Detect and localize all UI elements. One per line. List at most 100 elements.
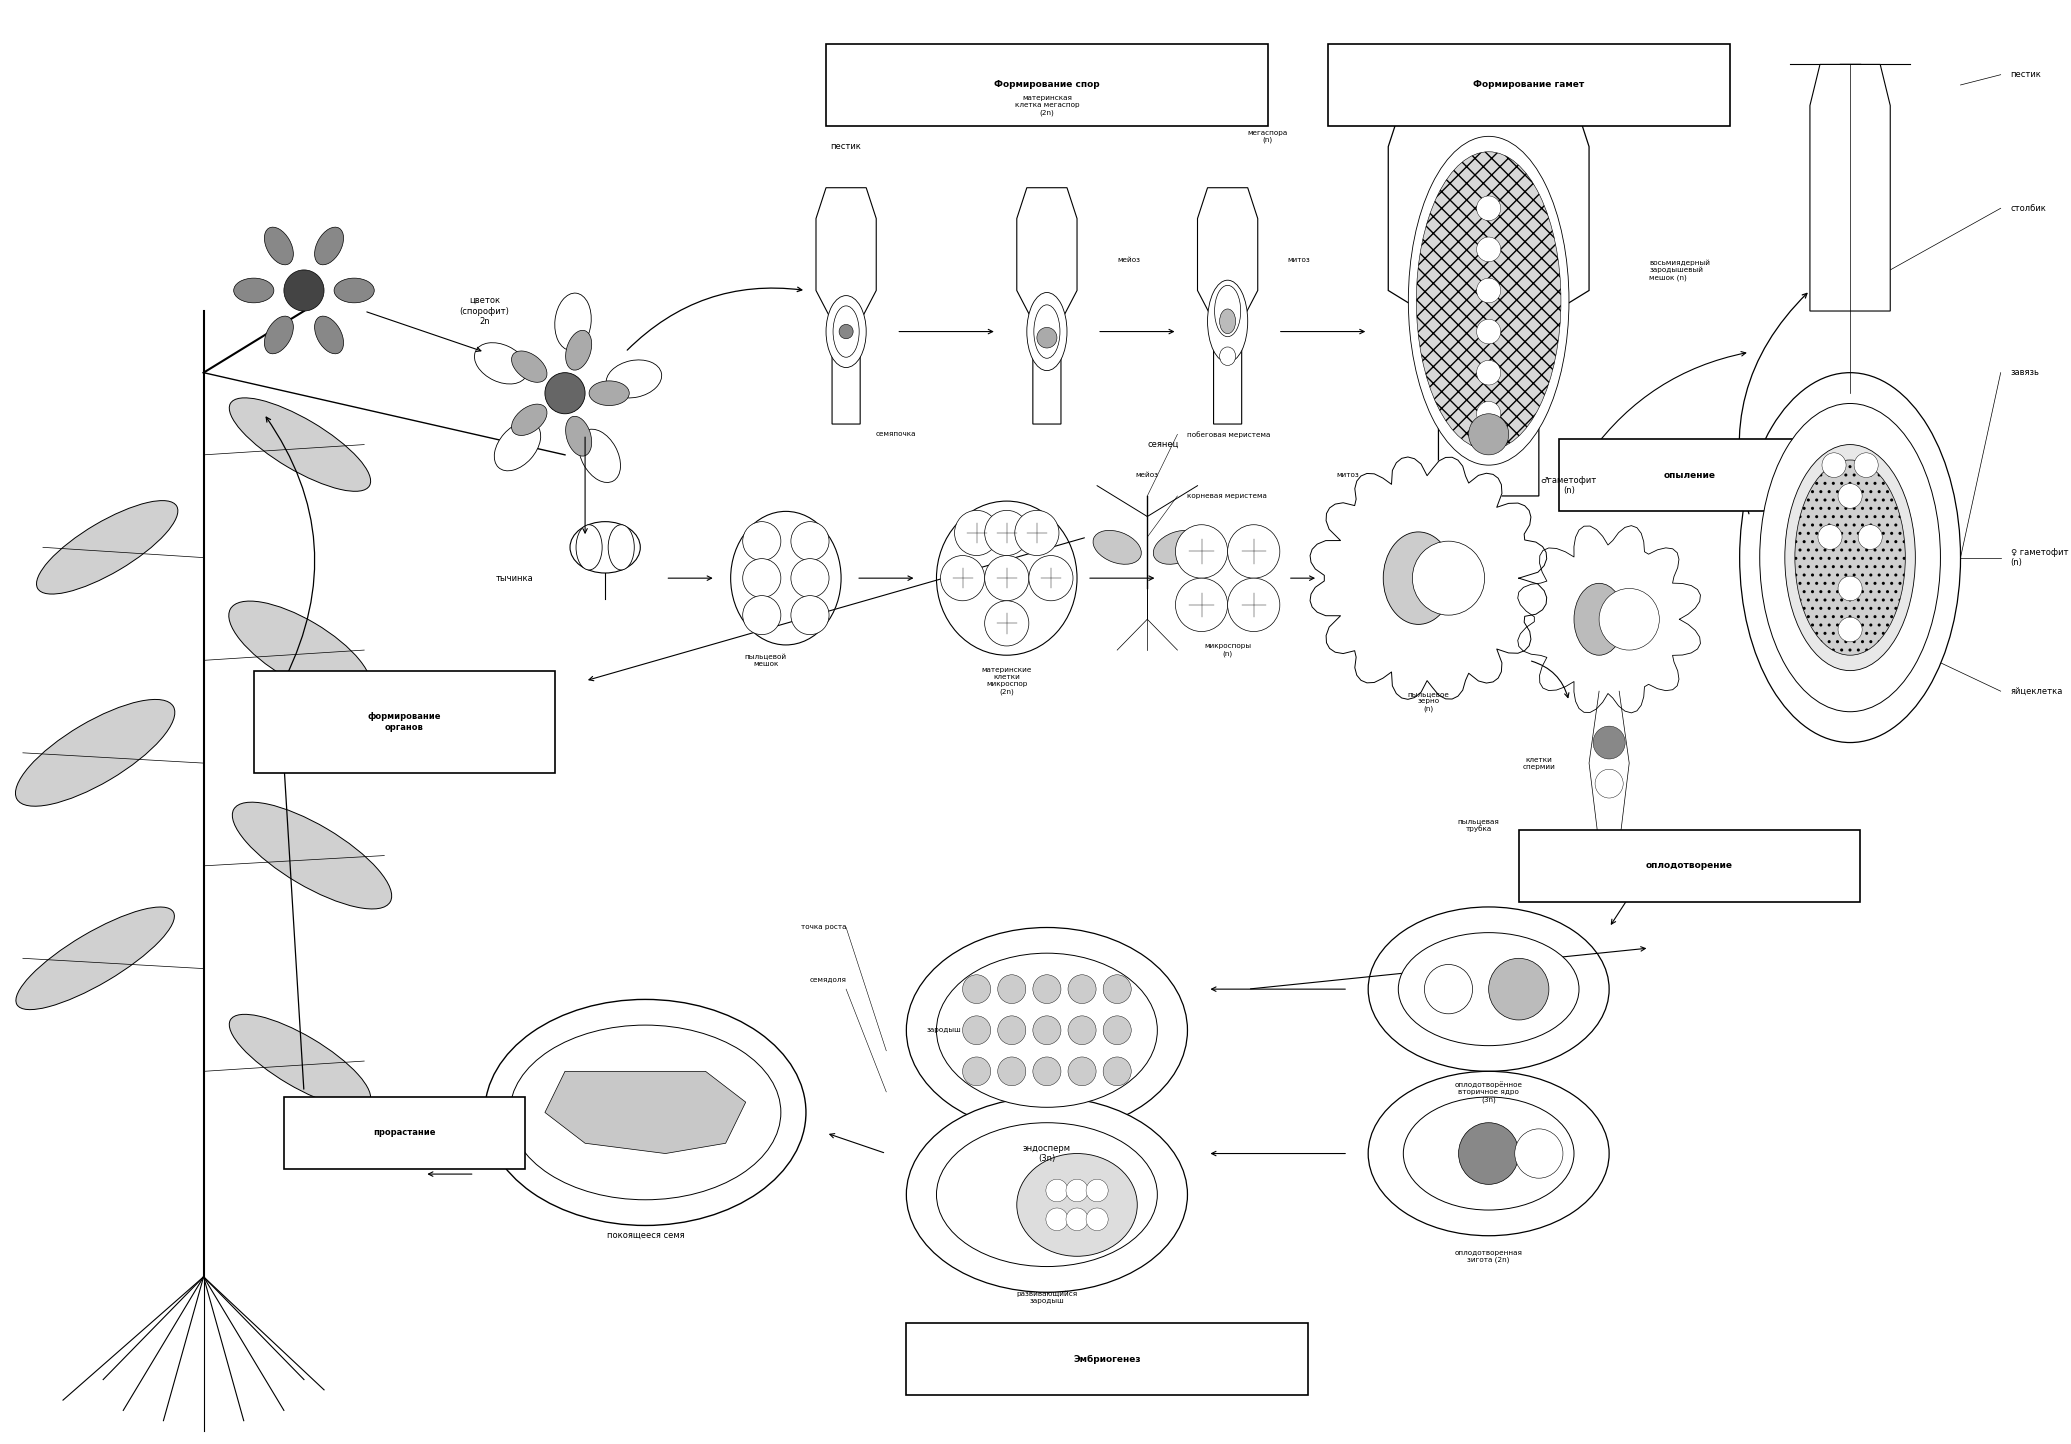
Circle shape [1046,1180,1069,1201]
Polygon shape [1518,526,1700,713]
Polygon shape [545,1071,746,1154]
Circle shape [998,1015,1025,1044]
Ellipse shape [1220,347,1236,365]
Ellipse shape [333,279,375,303]
Ellipse shape [555,293,590,351]
Ellipse shape [14,699,174,806]
Circle shape [1015,510,1058,556]
Ellipse shape [826,296,866,368]
Text: столбик: столбик [2011,204,2046,212]
Circle shape [545,373,586,414]
Circle shape [839,325,853,339]
Ellipse shape [1154,530,1201,565]
Circle shape [1477,279,1501,303]
Ellipse shape [1369,907,1609,1071]
Text: формирование
органов: формирование органов [369,712,441,732]
Circle shape [1104,1015,1131,1044]
Ellipse shape [1796,461,1905,656]
Circle shape [1029,556,1073,601]
Text: Эмбриогенез: Эмбриогенез [1073,1354,1141,1363]
Ellipse shape [1214,286,1241,336]
Ellipse shape [1017,1154,1137,1256]
Polygon shape [1311,456,1547,699]
Text: восьмиядерный
зародышевый
мешок (n): восьмиядерный зародышевый мешок (n) [1649,258,1711,280]
Text: корневая меристема: корневая меристема [1187,492,1267,500]
Circle shape [1477,196,1501,221]
Text: митоз: митоз [1336,472,1359,478]
Ellipse shape [512,404,547,436]
FancyBboxPatch shape [255,670,555,774]
Polygon shape [1017,188,1077,425]
Ellipse shape [495,422,541,471]
Ellipse shape [936,953,1158,1108]
Ellipse shape [315,227,344,264]
Ellipse shape [315,316,344,354]
Text: прорастание: прорастание [373,1128,435,1138]
Ellipse shape [265,227,294,264]
Circle shape [284,270,323,310]
Polygon shape [1388,85,1588,495]
Ellipse shape [17,907,174,1009]
Text: клетки
спермии: клетки спермии [1522,757,1555,770]
Text: завязь: завязь [2011,368,2040,377]
Text: Формирование спор: Формирование спор [994,81,1100,90]
Ellipse shape [1785,445,1916,670]
Circle shape [1599,589,1659,650]
Circle shape [1489,959,1549,1019]
Text: митоз: митоз [1288,257,1311,263]
Text: побеговая меристема: побеговая меристема [1187,430,1272,438]
Text: мейоз: мейоз [1116,257,1141,263]
Circle shape [1069,1057,1096,1086]
Ellipse shape [485,999,806,1226]
Ellipse shape [265,316,294,354]
Text: материнская
клетка мегаспор
(2n): материнская клетка мегаспор (2n) [1015,95,1079,116]
Circle shape [1228,578,1280,631]
Circle shape [1477,361,1501,386]
Circle shape [1858,524,1883,549]
Text: точка роста: точка роста [801,924,847,930]
Ellipse shape [936,501,1077,656]
Text: цветок
(спорофит)
2n: цветок (спорофит) 2n [460,296,509,326]
Circle shape [1033,975,1060,1004]
Text: оплодотворенная
зигота (2n): оплодотворенная зигота (2n) [1454,1249,1522,1264]
Polygon shape [1810,65,1891,310]
Text: зародыш: зародыш [926,1027,961,1034]
Circle shape [1854,453,1878,478]
Ellipse shape [588,381,630,406]
Text: мейоз: мейоз [1135,472,1160,478]
Circle shape [791,521,828,560]
Ellipse shape [1574,583,1624,656]
FancyBboxPatch shape [826,43,1267,126]
Text: тычинка: тычинка [495,573,534,583]
Circle shape [1067,1180,1087,1201]
Circle shape [743,559,781,598]
Text: мегаспора
(n): мегаспора (n) [1247,130,1288,143]
Circle shape [1477,237,1501,261]
Ellipse shape [1220,309,1236,334]
FancyBboxPatch shape [1328,43,1729,126]
Circle shape [1468,414,1510,455]
Ellipse shape [578,429,621,482]
Text: яйцеклетка: яйцеклетка [2011,687,2063,696]
Ellipse shape [1369,1071,1609,1236]
Ellipse shape [512,351,547,383]
FancyBboxPatch shape [1559,439,1820,511]
Circle shape [1069,975,1096,1004]
Circle shape [791,595,828,635]
Circle shape [1477,319,1501,344]
Circle shape [1593,726,1626,760]
Ellipse shape [565,331,592,370]
Text: семяпочка: семяпочка [876,432,917,438]
Ellipse shape [1398,933,1578,1045]
Ellipse shape [1093,530,1141,565]
FancyBboxPatch shape [284,1097,524,1170]
Ellipse shape [228,601,371,699]
Ellipse shape [1404,1097,1574,1210]
Ellipse shape [37,501,178,593]
Ellipse shape [230,1014,371,1108]
Ellipse shape [1207,280,1247,362]
FancyBboxPatch shape [1518,830,1860,902]
Circle shape [1228,524,1280,578]
Polygon shape [816,188,876,425]
Circle shape [1069,1015,1096,1044]
